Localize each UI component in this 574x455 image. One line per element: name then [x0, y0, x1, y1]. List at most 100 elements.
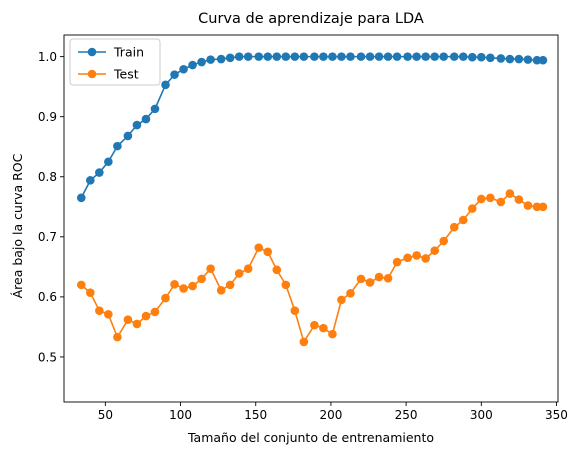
x-tick-label: 50 [98, 408, 113, 422]
test-point [383, 273, 393, 283]
train-point [449, 52, 459, 61]
train-point [161, 80, 170, 90]
test-legend-marker [87, 69, 97, 79]
plot-area [76, 52, 548, 347]
train-point [123, 131, 133, 141]
train-point [523, 55, 533, 64]
test-point [113, 332, 122, 342]
test-point [86, 288, 95, 297]
x-tick-label: 350 [545, 408, 568, 422]
train-point [403, 52, 412, 61]
train-point [532, 55, 542, 65]
plot-frame [63, 34, 559, 403]
x-tick-label: 100 [169, 408, 192, 422]
train-point [496, 54, 506, 63]
train-point [374, 52, 384, 61]
test-point [290, 306, 300, 316]
test-point [272, 265, 282, 275]
train-point [412, 52, 421, 61]
train-point [299, 52, 309, 61]
train-point [328, 52, 337, 61]
train-point [150, 104, 160, 114]
x-tick-label: 150 [244, 408, 267, 422]
test-point [337, 295, 346, 305]
test-point [263, 247, 273, 257]
y-tick-label: 0.5 [38, 350, 57, 364]
test-point [161, 293, 170, 303]
train-point [86, 176, 95, 185]
y-axis-label: Área bajo la curva ROC [10, 153, 25, 298]
train-point [365, 52, 375, 61]
test-point [299, 337, 309, 347]
train-point [216, 54, 226, 64]
train-point [132, 120, 142, 130]
train-point [467, 52, 477, 62]
test-series-line [80, 192, 543, 343]
train-point [104, 157, 113, 167]
test-point [206, 264, 215, 273]
train-point [141, 114, 151, 124]
test-point [486, 193, 495, 203]
test-point [412, 251, 421, 260]
train-point [430, 52, 439, 61]
train-point [188, 60, 197, 70]
train-point [383, 52, 393, 61]
train-point [95, 168, 104, 177]
test-legend-label: Test [113, 67, 139, 82]
axes: 50 100 150 200 250 300 350 0.5 0.6 0.7 0.8 0.9 1.0 [38, 34, 568, 422]
legend: Train Test [69, 38, 161, 86]
test-point [514, 195, 524, 204]
test-point [234, 269, 244, 278]
train-point [458, 52, 468, 61]
train-point [356, 52, 366, 61]
test-point [281, 280, 291, 290]
train-point [179, 64, 188, 74]
train-point [477, 52, 486, 62]
train-point [538, 55, 548, 65]
train-point [254, 52, 264, 61]
train-point [319, 52, 328, 61]
train-point [206, 55, 215, 64]
test-point [170, 279, 179, 289]
test-point [179, 284, 188, 293]
train-point [263, 52, 273, 61]
train-point [392, 52, 402, 61]
test-point [538, 202, 548, 212]
train-point [514, 54, 524, 64]
test-point [449, 222, 459, 232]
test-point [467, 204, 477, 213]
test-point [310, 320, 319, 330]
test-point [346, 288, 355, 298]
train-point [197, 57, 206, 67]
test-point [458, 215, 468, 225]
train-point [290, 52, 300, 61]
test-point [403, 253, 412, 263]
test-point [104, 310, 113, 319]
chart-title: Curva de aprendizaje para LDA [198, 11, 424, 27]
test-point [132, 319, 142, 329]
test-point [188, 281, 197, 291]
train-point [234, 52, 244, 61]
test-point [150, 307, 160, 317]
y-tick-label: 0.7 [38, 230, 57, 244]
test-point [505, 189, 515, 198]
test-point [328, 329, 337, 339]
train-point [281, 52, 291, 61]
train-point [486, 53, 495, 63]
train-point [243, 52, 253, 61]
test-point [496, 197, 506, 207]
y-tick-label: 0.8 [38, 170, 57, 184]
train-point [310, 52, 319, 61]
train-point [337, 52, 346, 61]
y-tick-label: 0.6 [38, 290, 57, 304]
y-tick-label: 1.0 [38, 50, 57, 64]
train-point [505, 54, 515, 64]
x-tick-label: 250 [395, 408, 418, 422]
test-point [365, 278, 375, 287]
train-point [113, 141, 122, 151]
train-point [439, 52, 449, 61]
train-legend-marker [87, 47, 97, 57]
train-legend-label: Train [113, 45, 144, 60]
test-point [439, 236, 449, 246]
